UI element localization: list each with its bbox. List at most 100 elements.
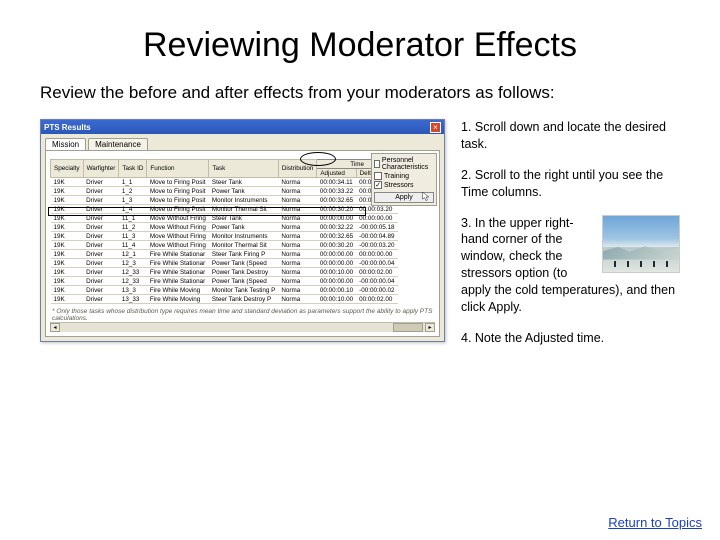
page-title: Reviewing Moderator Effects xyxy=(40,26,680,65)
table-row[interactable]: 19KDriver11_1Move Without FiringSteer Ta… xyxy=(51,214,398,223)
table-cell: 00:00:00.00 xyxy=(317,277,356,286)
table-cell: -00:00:03.20 xyxy=(356,241,397,250)
table-cell: Steer Tank xyxy=(209,214,278,223)
table-cell: Move to Firing Posit xyxy=(147,196,209,205)
table-row[interactable]: 19KDriver11_2Move Without FiringPower Ta… xyxy=(51,223,398,232)
col-adjusted[interactable]: Adjusted xyxy=(317,169,356,178)
check-stressors[interactable]: ✓ Stressors xyxy=(374,181,434,189)
table-cell: Monitor Thermal Sit xyxy=(209,241,278,250)
check-personnel[interactable]: Personnel Characteristics xyxy=(374,157,434,171)
table-row[interactable]: 19KDriver12_1Fire While StationarSteer T… xyxy=(51,250,398,259)
table-cell: Move to Firing Posit xyxy=(147,187,209,196)
table-cell: Power Tank xyxy=(209,223,278,232)
table-cell: 00:00:00.00 xyxy=(317,250,356,259)
tab-strip: Mission Maintenance xyxy=(41,134,444,150)
table-cell: Norma xyxy=(278,250,317,259)
table-cell: Steer Tank Firing P xyxy=(209,250,278,259)
table-cell: 19K xyxy=(51,232,84,241)
table-cell: 11_3 xyxy=(119,232,147,241)
table-cell: Norma xyxy=(278,241,317,250)
table-cell: Driver xyxy=(83,241,119,250)
table-cell: Driver xyxy=(83,250,119,259)
table-cell: Driver xyxy=(83,268,119,277)
table-cell: 00:00:32.65 xyxy=(317,232,356,241)
table-cell: Norma xyxy=(278,178,317,187)
table-cell: 00:00:32.22 xyxy=(317,223,356,232)
table-row[interactable]: 19KDriver1_3Move to Firing PositMonitor … xyxy=(51,196,398,205)
table-cell: 19K xyxy=(51,214,84,223)
tab-mission[interactable]: Mission xyxy=(45,138,86,150)
table-cell: -00:00:04.89 xyxy=(356,232,397,241)
table-row[interactable]: 19KDriver13_33Fire While MovingSteer Tan… xyxy=(51,295,398,304)
table-row[interactable]: 19KDriver1_1Move to Firing PositSteer Ta… xyxy=(51,178,398,187)
apply-button[interactable]: Apply xyxy=(374,192,434,203)
scroll-thumb[interactable] xyxy=(393,323,423,332)
table-cell: 12_33 xyxy=(119,268,147,277)
table-row[interactable]: 19KDriver13_3Fire While MovingMonitor Ta… xyxy=(51,286,398,295)
table-cell: Driver xyxy=(83,286,119,295)
col-specialty[interactable]: Specialty xyxy=(51,160,84,178)
step-4: 4. Note the Adjusted time. xyxy=(461,330,680,347)
table-cell: 12_1 xyxy=(119,250,147,259)
return-to-topics-link[interactable]: Return to Topics xyxy=(608,515,702,530)
table-cell: -00:00:00.04 xyxy=(356,277,397,286)
table-cell: -00:00:00.04 xyxy=(356,259,397,268)
checkbox-icon xyxy=(374,172,382,180)
table-cell: Move Without Firing xyxy=(147,232,209,241)
step-2: 2. Scroll to the right until you see the… xyxy=(461,167,680,201)
table-row[interactable]: 19KDriver1_4Move to Firing PositMonitor … xyxy=(51,205,398,214)
col-distribution[interactable]: Distribution xyxy=(278,160,317,178)
table-cell: 00:00:10.00 xyxy=(317,268,356,277)
table-cell: Power Tank (Speed xyxy=(209,277,278,286)
table-cell: 12_3 xyxy=(119,259,147,268)
col-function[interactable]: Function xyxy=(147,160,209,178)
table-row[interactable]: 19KDriver11_3Move Without FiringMonitor … xyxy=(51,232,398,241)
table-row[interactable]: 19KDriver1_2Move to Firing PositPower Ta… xyxy=(51,187,398,196)
table-cell: Power Tank xyxy=(209,187,278,196)
table-cell: Move Without Firing xyxy=(147,223,209,232)
table-cell: 1_3 xyxy=(119,196,147,205)
scroll-right-icon[interactable]: ▸ xyxy=(425,323,435,332)
col-warfighter[interactable]: Warfighter xyxy=(83,160,119,178)
step-1: 1. Scroll down and locate the desired ta… xyxy=(461,119,680,153)
table-cell: Monitor Instruments xyxy=(209,196,278,205)
table-cell: 00:00:00.00 xyxy=(356,250,397,259)
table-cell: Monitor Instruments xyxy=(209,232,278,241)
table-cell: Norma xyxy=(278,286,317,295)
check-label: Training xyxy=(384,173,409,180)
table-row[interactable]: 19KDriver11_4Move Without FiringMonitor … xyxy=(51,241,398,250)
table-cell: Norma xyxy=(278,277,317,286)
table-cell: 19K xyxy=(51,187,84,196)
table-cell: 1_2 xyxy=(119,187,147,196)
check-training[interactable]: Training xyxy=(374,172,434,180)
table-row[interactable]: 19KDriver12_3Fire While StationarPower T… xyxy=(51,259,398,268)
table-cell: Move to Firing Posit xyxy=(147,178,209,187)
col-task[interactable]: Task xyxy=(209,160,278,178)
options-panel: Personnel Characteristics Training ✓ Str… xyxy=(371,153,437,206)
scroll-left-icon[interactable]: ◂ xyxy=(50,323,60,332)
table-cell: 19K xyxy=(51,259,84,268)
table-cell: 19K xyxy=(51,277,84,286)
table-row[interactable]: 19KDriver12_33Fire While StationarPower … xyxy=(51,277,398,286)
table-cell: 00:00:34.11 xyxy=(317,178,356,187)
table-cell: 19K xyxy=(51,178,84,187)
table-cell: Norma xyxy=(278,232,317,241)
instruction-steps: 1. Scroll down and locate the desired ta… xyxy=(461,119,680,361)
table-cell: 11_4 xyxy=(119,241,147,250)
table-cell: -00:00:00.02 xyxy=(356,286,397,295)
table-row[interactable]: 19KDriver12_33Fire While StationarPower … xyxy=(51,268,398,277)
table-cell: 19K xyxy=(51,250,84,259)
horizontal-scrollbar[interactable]: ◂ ▸ xyxy=(50,322,435,332)
col-taskid[interactable]: Task ID xyxy=(119,160,147,178)
tab-maintenance[interactable]: Maintenance xyxy=(88,138,148,150)
table-cell: Norma xyxy=(278,223,317,232)
table-cell: 11_1 xyxy=(119,214,147,223)
table-cell: Power Tank Destroy xyxy=(209,268,278,277)
table-cell: 19K xyxy=(51,196,84,205)
table-cell: Move to Firing Posit xyxy=(147,205,209,214)
window-body: Personnel Characteristics Training ✓ Str… xyxy=(45,150,440,337)
close-icon[interactable]: × xyxy=(430,122,441,133)
table-cell: Driver xyxy=(83,259,119,268)
table-cell: Driver xyxy=(83,232,119,241)
table-cell: 19K xyxy=(51,205,84,214)
